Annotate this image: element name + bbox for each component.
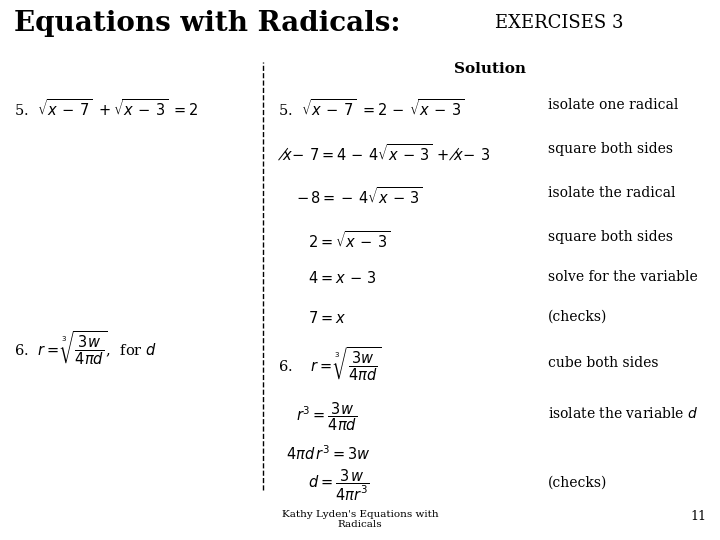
Text: square both sides: square both sides xyxy=(548,230,673,244)
Text: $x\!\not{}\ \!\!-\,7 = 4\,-\,4\sqrt{x\,-\,3}\,+\,x\!\not{}\ \!\!-\,3$: $x\!\not{}\ \!\!-\,7 = 4\,-\,4\sqrt{x\,-… xyxy=(278,142,490,163)
Text: square both sides: square both sides xyxy=(548,142,673,156)
Text: Kathy Lyden's Equations with
Radicals: Kathy Lyden's Equations with Radicals xyxy=(282,510,438,529)
Text: $2 = \sqrt{x\,-\,3}$: $2 = \sqrt{x\,-\,3}$ xyxy=(308,230,390,251)
Text: solve for the variable: solve for the variable xyxy=(548,270,698,284)
Text: isolate the radical: isolate the radical xyxy=(548,186,675,200)
Text: $7 = x$: $7 = x$ xyxy=(308,310,346,326)
Text: 6.    $r = \sqrt[3]{\dfrac{3w}{4\pi d}}$: 6. $r = \sqrt[3]{\dfrac{3w}{4\pi d}}$ xyxy=(278,346,381,383)
Text: $r^3 = \dfrac{3w}{4\pi d}$: $r^3 = \dfrac{3w}{4\pi d}$ xyxy=(296,400,357,433)
Text: 11: 11 xyxy=(690,510,706,523)
Text: isolate the variable $d$: isolate the variable $d$ xyxy=(548,406,698,421)
Text: 5.  $\sqrt{x\,-\,7}\ +\sqrt{x\,-\,3}\ = 2$: 5. $\sqrt{x\,-\,7}\ +\sqrt{x\,-\,3}\ = 2… xyxy=(14,98,199,119)
Text: $-\,8 = -\,4\sqrt{x\,-\,3}$: $-\,8 = -\,4\sqrt{x\,-\,3}$ xyxy=(296,186,423,207)
Text: isolate one radical: isolate one radical xyxy=(548,98,678,112)
Text: Equations with Radicals:: Equations with Radicals: xyxy=(14,10,400,37)
Text: 5.  $\sqrt{x\,-\,7}\ = 2\,-\,\sqrt{x\,-\,3}$: 5. $\sqrt{x\,-\,7}\ = 2\,-\,\sqrt{x\,-\,… xyxy=(278,98,464,119)
Text: $4 = x\,-\,3$: $4 = x\,-\,3$ xyxy=(308,270,377,286)
Text: $d = \dfrac{3\,w}{4\pi r^3}$: $d = \dfrac{3\,w}{4\pi r^3}$ xyxy=(308,468,369,503)
Text: 6.  $r = \sqrt[3]{\dfrac{3w}{4\pi d}}$,  for $d$: 6. $r = \sqrt[3]{\dfrac{3w}{4\pi d}}$, f… xyxy=(14,330,157,367)
Text: Solution: Solution xyxy=(454,62,526,76)
Text: (checks): (checks) xyxy=(548,310,608,324)
Text: EXERCISES 3: EXERCISES 3 xyxy=(495,14,624,32)
Text: (checks): (checks) xyxy=(548,476,608,490)
Text: cube both sides: cube both sides xyxy=(548,356,659,370)
Text: $4\pi d\,r^3 = 3w$: $4\pi d\,r^3 = 3w$ xyxy=(286,444,371,463)
